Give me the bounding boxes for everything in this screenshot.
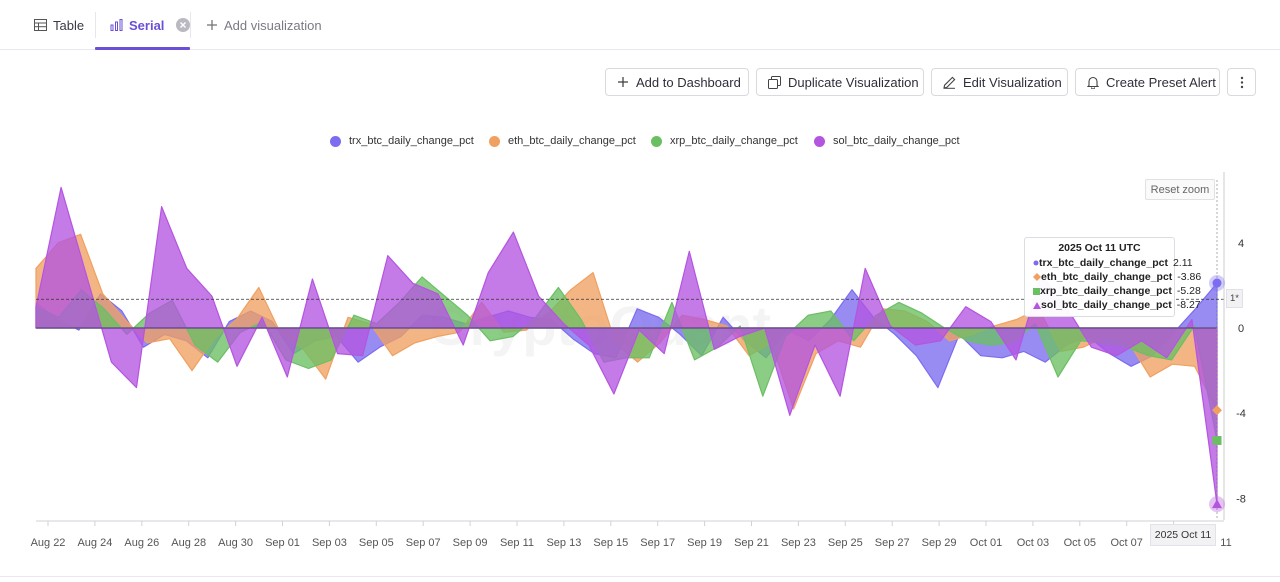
legend-label: trx_btc_daily_change_pct [349,135,474,147]
diamond-marker-icon [1033,273,1041,281]
tooltip-series-value: -5.28 [1176,285,1201,297]
legend-marker [814,135,825,147]
tab-bar: Table Serial Add visualization [0,0,1280,50]
x-tick-label: Sep 11 [500,537,534,549]
x-tick-label: Aug 28 [171,537,206,549]
legend-item-sol[interactable]: sol_btc_daily_change_pct [814,135,960,147]
legend-label: sol_btc_daily_change_pct [833,135,960,147]
bar-chart-icon [110,19,123,31]
more-options-button[interactable] [1227,68,1256,96]
x-tick-label: 11 [1220,537,1231,549]
legend-marker [330,135,341,147]
x-tick-label: Sep 13 [546,537,581,549]
plus-icon [617,76,629,88]
legend-marker [489,135,500,147]
chart-legend: trx_btc_daily_change_pct eth_btc_daily_c… [0,135,1280,151]
tooltip-row-trx: trx_btc_daily_change_pct 2.11 [1033,256,1193,270]
edit-visualization-button[interactable]: Edit Visualization [931,68,1068,96]
tooltip-series-value: -3.86 [1177,271,1202,283]
hover-marker-eth [1212,405,1222,416]
x-tick-label: Sep 29 [922,537,957,549]
x-tick-label: Sep 23 [781,537,816,549]
tab-serial-label: Serial [129,17,165,33]
tooltip-row-xrp: xrp_btc_daily_change_pct -5.28 [1033,284,1201,298]
series-area-xrp_btc_daily_change_pct [35,276,1218,442]
duplicate-visualization-button[interactable]: Duplicate Visualization [756,68,924,96]
tooltip-title: 2025 Oct 11 UTC [1058,242,1141,254]
legend-label: eth_btc_daily_change_pct [508,135,636,147]
tab-divider [190,12,191,38]
tooltip-series-value: 2.11 [1172,257,1193,269]
hover-marker-trx [1212,278,1222,288]
pencil-icon [943,76,956,89]
x-tick-label: Sep 07 [406,537,441,549]
kebab-menu-icon [1240,76,1244,89]
x-tick-label: Sep 09 [453,537,488,549]
legend-marker [651,135,662,147]
crosshair-level-label: 1* [1226,289,1243,308]
divider [0,576,1280,577]
y-tick-label: 0 [1238,323,1244,335]
legend-label: xrp_btc_daily_change_pct [670,135,798,147]
x-tick-label: Sep 19 [687,537,722,549]
create-preset-alert-label: Create Preset Alert [1106,74,1216,90]
tab-table-label: Table [53,17,85,33]
triangle-marker-icon [1033,301,1041,309]
x-tick-label: Sep 25 [828,537,863,549]
bell-icon [1087,76,1099,89]
create-preset-alert-button[interactable]: Create Preset Alert [1075,68,1220,96]
add-visualization-label: Add visualization [224,17,322,33]
y-tick-label: 4 [1238,238,1244,250]
legend-item-xrp[interactable]: xrp_btc_daily_change_pct [651,135,798,147]
tooltip-row-sol: sol_btc_daily_change_pct -8.27 [1033,298,1201,312]
duplicate-visualization-label: Duplicate Visualization [788,74,919,90]
active-tab-indicator [95,47,190,50]
reset-zoom-button[interactable]: Reset zoom [1145,179,1215,200]
add-visualization-tab[interactable]: Add visualization [206,0,322,50]
crosshair-date-label: 2025 Oct 11 [1150,524,1216,546]
hover-marker-sol [1212,499,1222,509]
tooltip-series-name: sol_btc_daily_change_pct [1041,299,1172,311]
copy-icon [768,75,781,89]
add-to-dashboard-label: Add to Dashboard [636,74,741,90]
x-tick-label: Sep 27 [875,537,910,549]
add-to-dashboard-button[interactable]: Add to Dashboard [605,68,749,96]
tab-divider [95,12,96,38]
tooltip-series-name: xrp_btc_daily_change_pct [1040,285,1172,297]
x-tick-label: Sep 17 [640,537,675,549]
x-tick-label: Oct 05 [1064,537,1096,549]
x-tick-label: Aug 24 [77,537,112,549]
tooltip-row-eth: eth_btc_daily_change_pct -3.86 [1033,270,1201,284]
edit-visualization-label: Edit Visualization [963,74,1062,90]
legend-item-eth[interactable]: eth_btc_daily_change_pct [489,135,636,147]
plus-icon [206,19,218,31]
square-marker-icon [1033,287,1040,295]
table-icon [34,19,47,31]
chart-tooltip: 2025 Oct 11 UTC trx_btc_daily_change_pct… [1024,237,1201,317]
x-tick-label: Sep 15 [593,537,628,549]
x-tick-label: Sep 05 [359,537,394,549]
x-tick-label: Sep 03 [312,537,347,549]
hover-marker-xrp [1212,435,1222,445]
close-tab-icon[interactable] [176,18,191,32]
x-tick-label: Sep 21 [734,537,769,549]
x-tick-label: Oct 07 [1110,537,1142,549]
x-tick-label: Aug 26 [124,537,159,549]
tooltip-series-name: eth_btc_daily_change_pct [1041,271,1173,283]
tooltip-series-name: trx_btc_daily_change_pct [1039,257,1168,269]
tab-table[interactable]: Table [34,0,84,50]
tab-serial[interactable]: Serial [110,0,191,50]
y-tick-label: -4 [1236,408,1246,420]
x-tick-label: Oct 03 [1017,537,1049,549]
x-tick-label: Oct 01 [970,537,1002,549]
x-tick-label: Aug 30 [218,537,253,549]
y-tick-label: -8 [1236,493,1246,505]
x-tick-label: Sep 01 [265,537,300,549]
x-tick-label: Aug 22 [31,537,66,549]
tooltip-series-value: -8.27 [1176,299,1201,311]
legend-item-trx[interactable]: trx_btc_daily_change_pct [330,135,474,147]
circle-marker-icon [1033,260,1039,266]
